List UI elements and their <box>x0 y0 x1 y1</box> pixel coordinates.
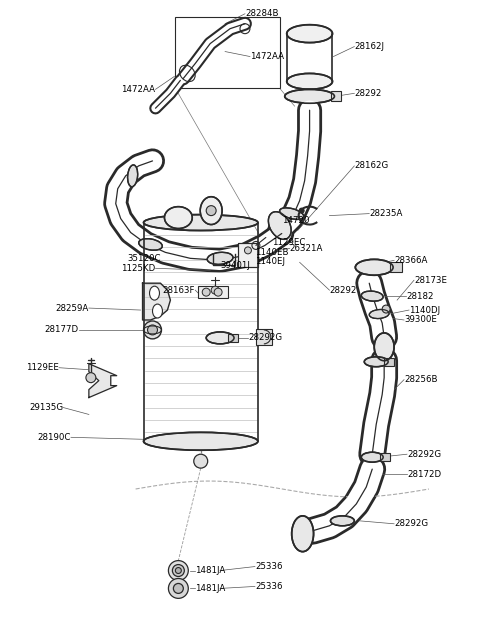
Circle shape <box>86 373 96 383</box>
Text: 35120C: 35120C <box>127 254 160 263</box>
Text: 28235A: 28235A <box>369 209 403 218</box>
Text: 39300E: 39300E <box>404 315 437 324</box>
Ellipse shape <box>128 165 138 187</box>
Text: 25336: 25336 <box>255 582 282 591</box>
Ellipse shape <box>280 208 304 219</box>
Text: 28162J: 28162J <box>354 42 384 51</box>
Circle shape <box>173 583 183 594</box>
Bar <box>332 91 341 101</box>
Text: 26321A: 26321A <box>290 244 323 253</box>
Circle shape <box>244 247 252 254</box>
Bar <box>256 329 272 345</box>
Text: 1129EE: 1129EE <box>26 363 59 372</box>
Text: 1140EB: 1140EB <box>255 248 288 257</box>
Text: 28284B: 28284B <box>245 10 278 18</box>
Ellipse shape <box>330 516 354 526</box>
Ellipse shape <box>150 286 159 300</box>
Circle shape <box>144 321 161 339</box>
Ellipse shape <box>374 333 394 361</box>
Circle shape <box>299 208 304 213</box>
Polygon shape <box>89 364 117 397</box>
Ellipse shape <box>287 73 333 89</box>
Text: 29135G: 29135G <box>29 403 63 412</box>
Text: 28292G: 28292G <box>394 519 428 528</box>
Bar <box>390 262 402 272</box>
Text: 28177D: 28177D <box>45 326 79 334</box>
Bar <box>238 243 258 268</box>
Ellipse shape <box>207 252 233 264</box>
Ellipse shape <box>361 291 383 301</box>
Text: 28163F: 28163F <box>163 285 195 295</box>
Bar <box>175 17 280 89</box>
Text: 1125KD: 1125KD <box>121 264 156 273</box>
Text: 1472AA: 1472AA <box>250 52 284 61</box>
Ellipse shape <box>287 25 333 43</box>
Circle shape <box>172 564 184 576</box>
Bar <box>228 334 238 342</box>
Text: 28256B: 28256B <box>404 375 438 384</box>
Text: 14720: 14720 <box>282 216 310 225</box>
Ellipse shape <box>165 206 192 229</box>
Circle shape <box>382 305 390 313</box>
Circle shape <box>175 568 181 573</box>
Ellipse shape <box>144 215 258 231</box>
Text: 28292G: 28292G <box>407 450 441 459</box>
Text: 25336: 25336 <box>255 562 282 571</box>
Text: 28190C: 28190C <box>37 433 71 442</box>
Text: 28366A: 28366A <box>394 256 428 265</box>
Circle shape <box>194 454 208 468</box>
Text: 1481JA: 1481JA <box>195 566 226 575</box>
Circle shape <box>147 325 157 335</box>
Ellipse shape <box>364 357 388 367</box>
Circle shape <box>211 286 219 294</box>
Text: 1472AA: 1472AA <box>121 85 156 94</box>
Text: 28173E: 28173E <box>414 276 447 285</box>
Ellipse shape <box>369 310 389 318</box>
Ellipse shape <box>292 516 313 552</box>
Text: 1140DJ: 1140DJ <box>409 306 440 315</box>
Text: 39401J: 39401J <box>220 261 250 270</box>
Ellipse shape <box>285 89 335 103</box>
Ellipse shape <box>153 304 162 318</box>
Ellipse shape <box>355 259 393 275</box>
Bar <box>238 243 258 268</box>
Circle shape <box>206 206 216 215</box>
Text: 1129EC: 1129EC <box>272 238 305 247</box>
Ellipse shape <box>206 332 234 344</box>
Text: 28162G: 28162G <box>354 161 389 170</box>
Ellipse shape <box>139 239 162 250</box>
Text: 28182: 28182 <box>406 292 433 301</box>
Text: 28259A: 28259A <box>56 304 89 313</box>
Text: 1481JA: 1481JA <box>195 584 226 593</box>
Bar <box>380 453 390 461</box>
Ellipse shape <box>361 452 383 462</box>
Polygon shape <box>143 283 170 320</box>
Bar <box>198 286 228 298</box>
Text: 28292G: 28292G <box>248 333 282 342</box>
Circle shape <box>168 578 188 598</box>
Text: 1140EJ: 1140EJ <box>255 257 285 266</box>
Ellipse shape <box>144 433 258 450</box>
Circle shape <box>214 288 222 296</box>
Ellipse shape <box>268 211 291 240</box>
Circle shape <box>202 288 210 296</box>
Circle shape <box>168 561 188 580</box>
Text: 28172D: 28172D <box>407 469 441 478</box>
Bar <box>384 358 394 366</box>
Text: 28292: 28292 <box>354 89 382 98</box>
Ellipse shape <box>200 197 222 225</box>
Text: 28292: 28292 <box>329 285 357 295</box>
